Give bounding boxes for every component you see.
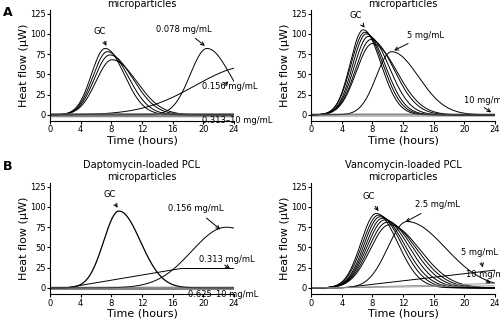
X-axis label: Time (hours): Time (hours) — [106, 136, 178, 146]
Text: GC: GC — [362, 192, 378, 210]
Text: 0.313–10 mg/mL: 0.313–10 mg/mL — [202, 116, 272, 124]
Text: 0.313 mg/mL: 0.313 mg/mL — [200, 255, 255, 264]
Text: 0.156 mg/mL: 0.156 mg/mL — [202, 82, 257, 91]
Text: 0.625–10 mg/mL: 0.625–10 mg/mL — [188, 290, 258, 299]
Title: Daptomycin-loaded PCL
microparticles: Daptomycin-loaded PCL microparticles — [84, 160, 200, 182]
Title: Vancomycin-loaded PCL
microparticles: Vancomycin-loaded PCL microparticles — [344, 0, 462, 9]
Text: GC: GC — [104, 190, 117, 207]
X-axis label: Time (hours): Time (hours) — [106, 309, 178, 319]
Title: Vancomycin-loaded PCL
microparticles: Vancomycin-loaded PCL microparticles — [344, 160, 462, 182]
Text: B: B — [2, 160, 12, 173]
Title: Daptomycin-loaded PCL
microparticles: Daptomycin-loaded PCL microparticles — [84, 0, 200, 9]
Y-axis label: Heat flow (μW): Heat flow (μW) — [18, 24, 28, 107]
Text: 10 mg/mL: 10 mg/mL — [466, 270, 500, 279]
X-axis label: Time (hours): Time (hours) — [368, 136, 438, 146]
Text: 5 mg/mL: 5 mg/mL — [395, 30, 444, 50]
Y-axis label: Heat flow (μW): Heat flow (μW) — [280, 197, 290, 280]
Text: A: A — [2, 6, 12, 20]
Text: GC: GC — [350, 11, 364, 27]
Text: GC: GC — [94, 27, 106, 45]
Text: 0.078 mg/mL: 0.078 mg/mL — [156, 25, 212, 45]
Y-axis label: Heat flow (μW): Heat flow (μW) — [280, 24, 290, 107]
Text: 10 mg/mL: 10 mg/mL — [464, 96, 500, 105]
X-axis label: Time (hours): Time (hours) — [368, 309, 438, 319]
Text: 2.5 mg/mL: 2.5 mg/mL — [406, 200, 460, 221]
Y-axis label: Heat flow (μW): Heat flow (μW) — [18, 197, 28, 280]
Text: 0.156 mg/mL: 0.156 mg/mL — [168, 204, 224, 229]
Text: 5 mg/mL: 5 mg/mL — [460, 248, 498, 266]
